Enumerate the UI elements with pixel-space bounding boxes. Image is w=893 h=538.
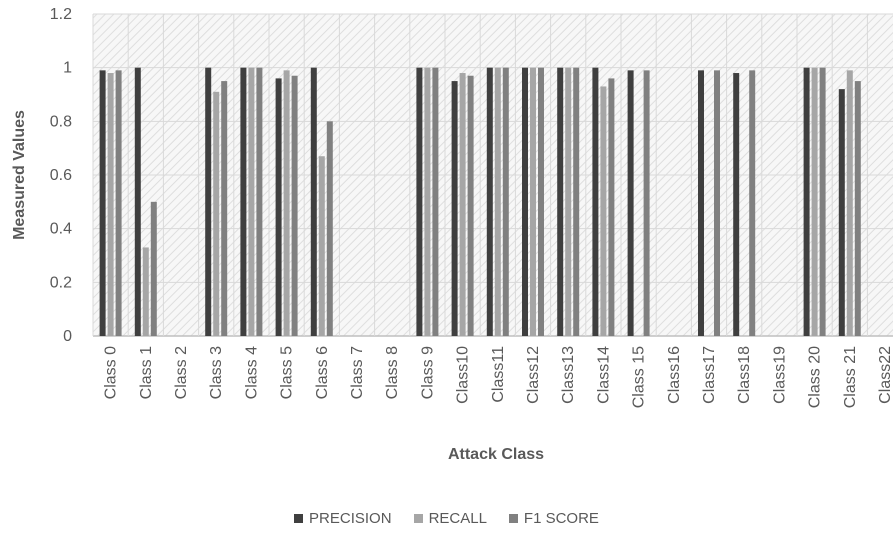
- bar-f1-score: [749, 70, 756, 336]
- bar-f1-score: [256, 67, 263, 337]
- x-tick-label: Class10: [455, 346, 472, 404]
- x-tick-label: Class11: [490, 346, 507, 403]
- y-tick-label: 1.2: [50, 6, 72, 23]
- x-tick-label: Class 0: [103, 346, 120, 399]
- bar-f1-score: [573, 67, 580, 337]
- x-tick-label: Class16: [666, 346, 683, 404]
- bar-precision: [698, 70, 704, 336]
- bar-f1-score: [115, 70, 122, 336]
- x-tick-label: Class14: [595, 346, 612, 404]
- y-tick-label: 1: [63, 60, 72, 77]
- x-tick-label: Class 9: [419, 346, 436, 399]
- bar-recall: [811, 67, 818, 337]
- x-tick-label: Class 1: [138, 346, 155, 399]
- bar-precision: [451, 81, 458, 336]
- bar-precision: [99, 70, 106, 336]
- bar-precision: [134, 67, 141, 337]
- x-tick-label: Class 6: [314, 346, 331, 399]
- legend-item-recall: RECALL: [413, 510, 487, 527]
- bar-f1-score: [291, 75, 298, 336]
- bar-recall: [494, 67, 501, 337]
- legend-item-f1-score: F1 SCORE: [508, 510, 599, 527]
- x-axis-ticks: Class 0 Class 1 Class 2 Class 3 Class 4 Class…: [103, 346, 893, 408]
- x-tick-label: Class18: [736, 346, 753, 404]
- x-tick-label: Class13: [560, 346, 577, 404]
- legend-swatch-f1-score: [508, 514, 518, 523]
- x-tick-label: Class 5: [279, 346, 296, 399]
- x-tick-label: Class17: [701, 346, 718, 404]
- bar-recall: [459, 73, 466, 337]
- bar-recall: [248, 67, 255, 337]
- legend-item-precision: PRECISION: [294, 510, 392, 527]
- bar-recall: [600, 86, 607, 336]
- x-tick-label: Class22: [877, 346, 893, 404]
- bar-precision: [205, 67, 212, 337]
- y-tick-label: 0.8: [50, 113, 72, 130]
- bar-precision: [803, 67, 810, 337]
- bar-f1-score: [643, 70, 650, 336]
- bar-f1-score: [714, 70, 720, 336]
- bar-precision: [838, 89, 845, 336]
- bar-recall: [318, 156, 325, 336]
- bar-recall: [424, 67, 431, 337]
- bar-f1-score: [538, 67, 544, 337]
- bar-precision: [592, 67, 599, 337]
- y-tick-label: 0.6: [50, 167, 72, 184]
- legend-label-f1-score: F1 SCORE: [523, 510, 599, 527]
- bar-recall: [283, 70, 290, 336]
- bar-precision: [486, 67, 493, 337]
- bar-f1-score: [819, 67, 826, 337]
- x-tick-label: Class12: [525, 346, 542, 404]
- bar-recall: [213, 91, 220, 336]
- bar-recall: [846, 70, 853, 336]
- bar-f1-score: [326, 121, 333, 336]
- bar-f1-score: [502, 67, 509, 337]
- y-tick-label: 0.4: [50, 221, 72, 238]
- bar-f1-score: [467, 75, 474, 336]
- bar-recall: [565, 67, 572, 337]
- bar-f1-score: [608, 78, 615, 337]
- bar-precision: [275, 78, 282, 337]
- bar-f1-score: [221, 81, 228, 336]
- bar-recall: [530, 67, 536, 337]
- x-tick-label: Class 7: [349, 346, 366, 399]
- x-tick-label: Class 20: [807, 346, 824, 408]
- legend-swatch-precision: [294, 514, 304, 523]
- legend-swatch-recall: [413, 514, 423, 523]
- bar-precision: [627, 70, 634, 336]
- x-tick-label: Class19: [771, 346, 788, 404]
- bars: [99, 67, 861, 337]
- bar-recall: [107, 73, 114, 337]
- x-axis-title: Attack Class: [448, 446, 544, 463]
- x-tick-label: Class 4: [243, 346, 260, 399]
- bar-precision: [416, 67, 423, 337]
- bar-precision: [310, 67, 317, 337]
- bar-recall: [142, 247, 149, 336]
- legend-label-precision: PRECISION: [309, 510, 392, 527]
- bar-f1-score: [432, 67, 439, 337]
- legend-label-recall: RECALL: [428, 510, 487, 527]
- x-tick-label: Class 2: [173, 346, 190, 399]
- y-tick-label: 0.2: [50, 274, 72, 291]
- x-tick-label: Class 15: [631, 346, 648, 408]
- x-tick-label: Class 3: [208, 346, 225, 399]
- bar-f1-score: [854, 81, 861, 336]
- legend: PRECISION RECALL F1 SCORE: [0, 510, 893, 527]
- y-axis-title: Measured Values: [11, 110, 28, 240]
- bar-f1-score: [150, 201, 157, 336]
- y-axis-ticks: 0 0.2 0.4 0.6 0.8 1 1.2: [50, 6, 72, 345]
- bar-precision: [240, 67, 247, 337]
- x-tick-label: Class 21: [842, 346, 859, 408]
- y-tick-label: 0: [63, 328, 72, 345]
- bar-precision: [733, 73, 740, 337]
- bar-precision: [557, 67, 564, 337]
- bar-precision: [522, 67, 528, 337]
- x-tick-label: Class 8: [384, 346, 401, 399]
